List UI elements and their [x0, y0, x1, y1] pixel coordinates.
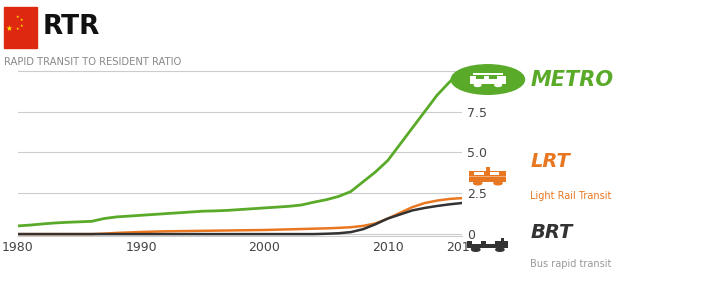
Text: METRO: METRO — [530, 70, 613, 89]
Text: BRT: BRT — [530, 224, 572, 242]
Text: LRT: LRT — [530, 153, 570, 171]
Text: ★: ★ — [6, 24, 13, 33]
Text: RAPID TRANSIT TO RESIDENT RATIO: RAPID TRANSIT TO RESIDENT RATIO — [4, 57, 180, 67]
Text: ★: ★ — [16, 15, 19, 19]
Text: ★: ★ — [20, 24, 23, 28]
Text: Bus rapid transit: Bus rapid transit — [530, 259, 611, 269]
Text: ★: ★ — [16, 27, 19, 31]
Text: RTR: RTR — [42, 14, 99, 40]
Text: ★: ★ — [20, 18, 23, 22]
Text: Light Rail Transit: Light Rail Transit — [530, 191, 611, 201]
